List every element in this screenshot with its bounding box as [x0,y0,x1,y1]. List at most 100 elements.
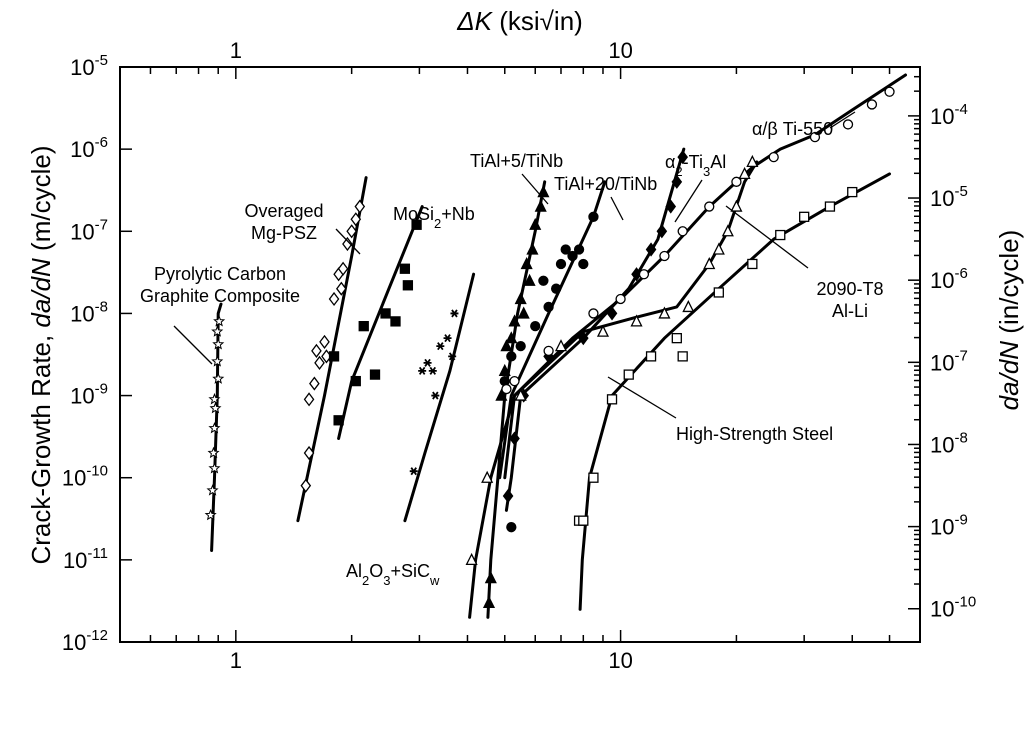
annotation-alli: 2090-T8 [816,279,883,299]
data-point-pyro [211,355,224,367]
data-point-ti550 [588,308,599,319]
annotation-text: +Nb [441,204,475,224]
y-tick-label-left: 10-10 [62,463,108,491]
data-point-ti3al [606,306,618,321]
data-point-tial20 [506,351,517,362]
annotation-tial20: TiAl+20/TiNb [554,174,657,194]
data-point-mosi2 [358,321,369,332]
data-point-ti3al [665,199,677,214]
y-tick-label-right: 10-5 [930,183,968,211]
annotation-tial5: TiAl+5/TiNb [470,151,563,171]
data-point-ti3al [671,174,683,189]
data-point-tial5 [526,242,539,255]
data-point-alli [596,324,610,337]
data-point-tial5 [495,388,508,401]
data-point-tial20 [567,250,578,262]
leader-line-ti3al [674,179,703,223]
data-point-mgpsz [303,445,315,461]
data-point-tial20 [555,258,567,270]
annotation-text: Mg-PSZ [251,223,317,243]
data-point-tial5 [537,185,550,198]
leader-line-steel [607,376,677,419]
annotation-alli: Al-Li [832,301,868,321]
leader-line-tial20 [610,196,624,221]
data-point-pyro [208,392,221,405]
right-y-axis-title: da/dN (in/cycle) [994,230,1024,411]
data-point-pyro [213,315,226,327]
data-point-ti550 [615,293,626,305]
data-point-mosi2 [411,219,422,230]
data-point-ti550 [768,151,779,163]
data-point-mgpsz [342,236,353,252]
data-point-mgpsz [300,478,312,493]
data-point-pyro [212,372,225,384]
tick-exponent: -7 [954,347,967,364]
y-tick-label-right: 10-8 [930,429,968,457]
data-point-al2o3 [450,309,459,318]
data-point-ti550 [731,176,742,187]
data-point-ti550 [659,250,670,262]
data-point-mosi2 [380,308,391,319]
data-point-mgpsz [336,281,347,296]
tick-exponent: -12 [86,627,108,644]
annotation-subscript: 3 [383,573,390,588]
annotation-text: O [369,561,383,581]
annotation-text: TiAl+5/TiNb [470,151,563,171]
annotation-subscript: w [429,573,440,588]
y-tick-label-right: 10-4 [930,101,968,129]
data-point-tial20 [588,211,599,222]
annotation-text: +SiC [391,561,431,581]
plot-frame [119,66,921,643]
data-point-ti550 [884,86,895,97]
annotation-text: Pyrolytic Carbon [154,264,286,284]
data-point-tial20 [506,522,517,533]
tick-exponent: -7 [95,216,108,233]
tick-exponent: -8 [954,429,967,446]
data-point-ti550 [809,131,821,143]
data-point-pyro [206,483,219,496]
axis-ticks [119,66,921,643]
data-point-steel [671,333,682,344]
tick-base: 10 [930,186,954,211]
y-tick-label-right: 10-10 [930,594,976,622]
data-point-tial20 [550,283,562,294]
data-point-tial5 [514,292,527,305]
data-point-alli [703,257,716,270]
data-point-alli [746,154,759,168]
tick-exponent: -9 [954,512,967,529]
tick-base: 10 [70,137,94,162]
data-point-alli [481,470,494,483]
annotation-ti550: α/β Ti-550 [752,119,833,139]
data-point-al2o3 [431,391,440,400]
data-point-steel [606,394,618,405]
data-point-mosi2 [390,316,401,327]
data-point-mgpsz [350,212,362,227]
data-point-mosi2 [350,375,361,387]
right-y-axis-units: (in/cycle) [994,230,1024,341]
left-y-axis-units: (m/cycle) [26,145,56,258]
data-point-al2o3 [423,358,432,367]
leader-line-ti550 [829,111,856,129]
y-tick-label-left: 10-7 [70,216,108,244]
fit-curve-steel [578,172,891,611]
data-point-mgpsz [314,355,325,370]
data-point-ti550 [842,119,854,130]
data-points [204,86,895,608]
data-point-tial5 [523,273,536,286]
tick-base: 10 [930,597,954,622]
annotation-al2o3: Al2O3+SiCw [346,561,440,588]
annotation-subscript: 2 [675,164,682,179]
annotation-text: High-Strength Steel [676,424,833,444]
tick-exponent: -10 [86,463,108,480]
tick-base: 10 [62,630,86,655]
data-point-al2o3 [436,342,445,351]
data-point-tial20 [578,258,589,270]
x-tick-label-bottom: 10 [608,648,632,673]
annotation-text: Overaged [244,201,323,221]
x-tick-label-bottom: 1 [230,648,242,673]
leader-line-mgpsz [335,228,361,255]
data-point-mosi2 [333,415,344,426]
left-y-axis-var: da/dN [26,258,56,328]
